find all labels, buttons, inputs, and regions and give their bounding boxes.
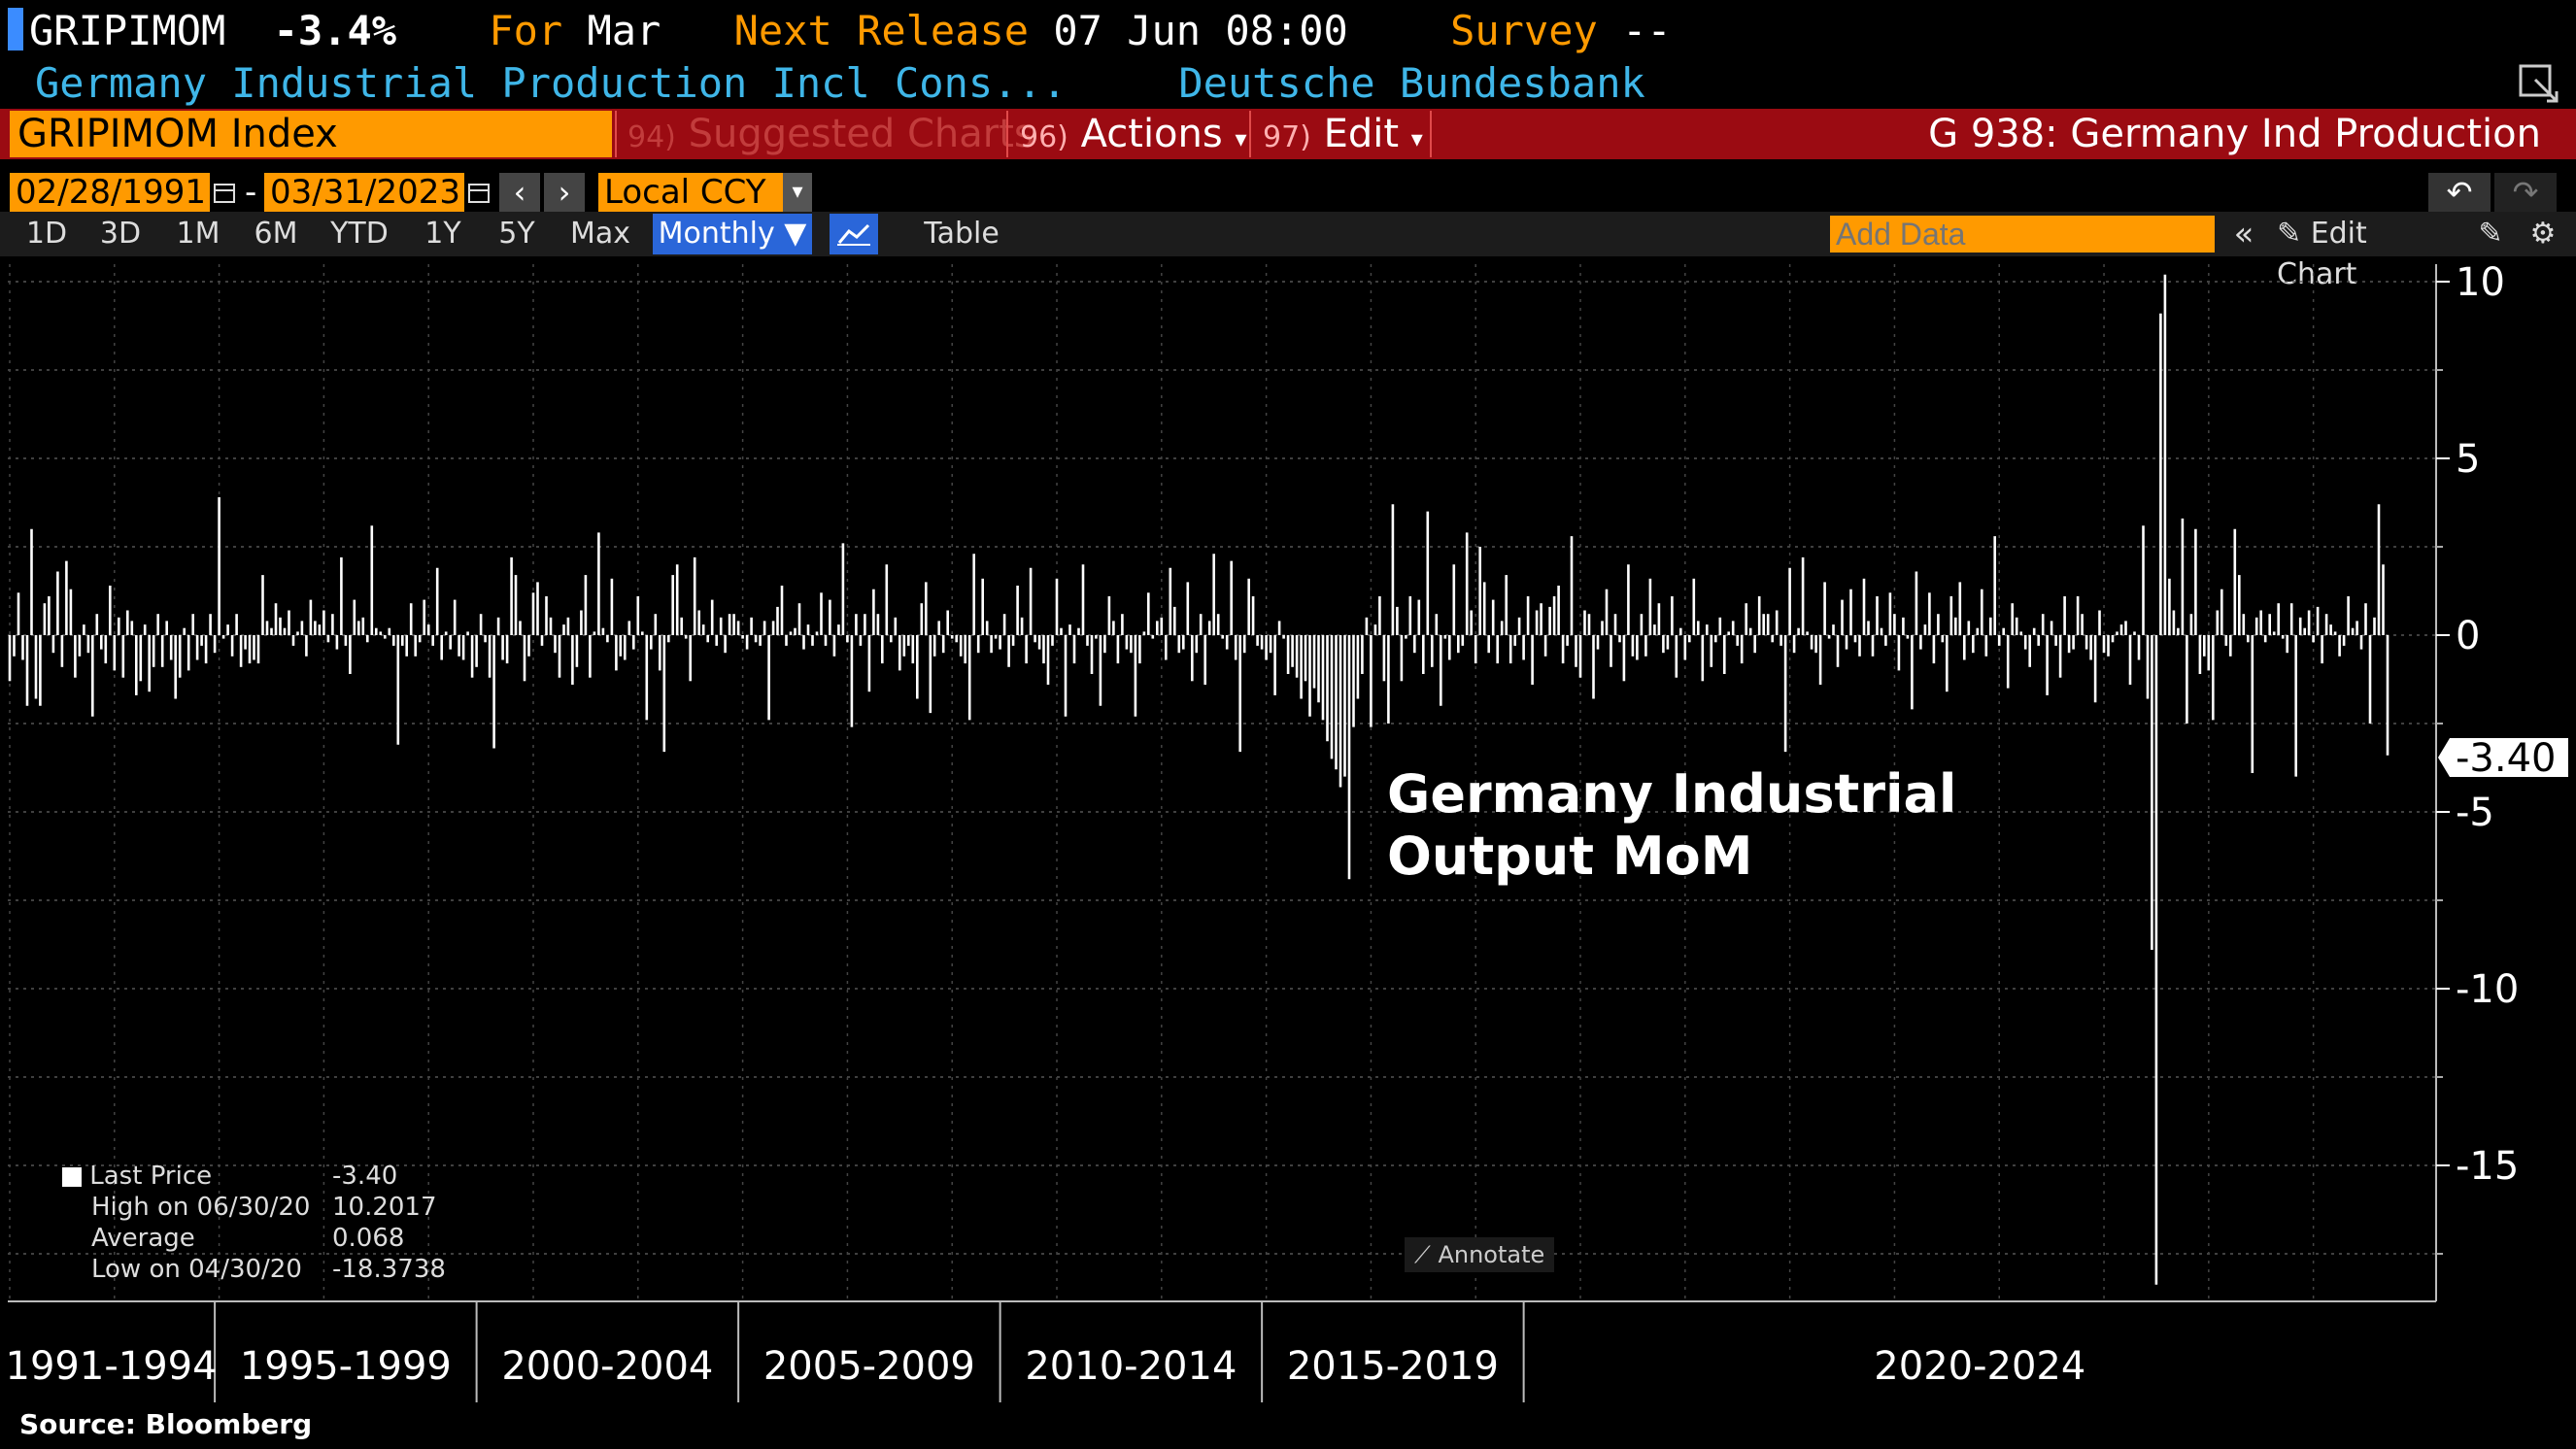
- change-value: -3.4%: [273, 7, 397, 54]
- calendar-icon[interactable]: [466, 175, 491, 210]
- survey-value: --: [1622, 7, 1672, 54]
- y-tick-label: 10: [2456, 260, 2505, 305]
- double-chevron-left-icon[interactable]: «: [2233, 215, 2254, 253]
- security-description-row: Germany Industrial Production Incl Cons.…: [35, 56, 1645, 111]
- ticker: GRIPIMOM: [29, 7, 226, 54]
- security-description: Germany Industrial Production Incl Cons.…: [35, 59, 1068, 107]
- table-button[interactable]: Table: [924, 217, 1000, 251]
- legend-average-value: 0.068: [332, 1224, 405, 1253]
- chart-bars: [8, 274, 2390, 1285]
- chevron-down-icon: ▾: [1235, 125, 1247, 152]
- toolbar-separator: [1249, 111, 1251, 157]
- period-6m[interactable]: 6M: [254, 217, 298, 251]
- x-period-label: 2020-2024: [1874, 1344, 2085, 1389]
- y-tick-label: -5: [2456, 791, 2494, 835]
- x-period-label: 2015-2019: [1287, 1344, 1499, 1389]
- period-max[interactable]: Max: [569, 217, 631, 251]
- chart-area: 10 5 0 -5 -10 -15 1991-1994 1995-1999 2000-2004…: [6, 260, 2568, 1402]
- period-1m[interactable]: 1M: [176, 217, 220, 251]
- y-axis: 10 5 0 -5 -10 -15: [2435, 260, 2519, 1301]
- y-tick-label: 0: [2456, 614, 2480, 658]
- x-period-label: 2005-2009: [763, 1344, 975, 1389]
- frequency-select[interactable]: Monthly ▼: [653, 214, 812, 254]
- last-value-tag: [2438, 738, 2568, 777]
- chevron-right-icon[interactable]: ›: [544, 173, 585, 212]
- period-1y[interactable]: 1Y: [424, 217, 461, 251]
- source-label: Source: Bloomberg: [19, 1408, 313, 1440]
- legend-last-value: -3.40: [332, 1162, 398, 1191]
- y-tick-label: -15: [2456, 1144, 2519, 1189]
- undo-icon[interactable]: ↶: [2428, 173, 2491, 212]
- legend-last: Last Price: [62, 1162, 212, 1191]
- edit-button[interactable]: 97) Edit ▾: [1263, 111, 1423, 157]
- y-tick-label: -10: [2456, 967, 2519, 1012]
- popout-icon-svg: [2519, 64, 2559, 103]
- actions-button[interactable]: 96) Actions ▾: [1020, 111, 1247, 157]
- chart-grid: [8, 264, 2436, 1301]
- line-chart-icon[interactable]: [830, 214, 878, 254]
- date-range-dash: -: [245, 173, 257, 212]
- currency-select[interactable]: Local CCY: [598, 173, 783, 212]
- period-1d[interactable]: 1D: [25, 217, 68, 251]
- legend-low-value: -18.3738: [332, 1255, 446, 1284]
- legend-swatch: [62, 1167, 82, 1187]
- last-value-marker: -3.40: [2438, 736, 2568, 781]
- legend-high-value: 10.2017: [332, 1193, 437, 1222]
- period-ytd[interactable]: YTD: [330, 217, 389, 251]
- source-organization: Deutsche Bundesbank: [1178, 59, 1645, 107]
- chevron-down-icon: ▾: [1410, 125, 1423, 152]
- gear-icon[interactable]: ⚙: [2529, 217, 2557, 251]
- edit-number: 97): [1263, 120, 1311, 154]
- calendar-icon[interactable]: [212, 175, 237, 210]
- edit-chart-button[interactable]: ✎ Edit Chart: [2277, 214, 2452, 291]
- pencil-icon: ⟋: [1414, 1241, 1431, 1268]
- toolbar-separator: [1006, 111, 1008, 157]
- index-field[interactable]: GRIPIMOM Index: [10, 111, 612, 157]
- x-period-label: 1995-1999: [240, 1344, 452, 1389]
- x-period-label: 1991-1994: [6, 1344, 218, 1389]
- edit-chart-label: Edit Chart: [2277, 217, 2367, 291]
- next-release-label: Next Release: [733, 7, 1030, 54]
- period-5y[interactable]: 5Y: [498, 217, 535, 251]
- popout-icon[interactable]: [2518, 60, 2560, 103]
- add-data-input[interactable]: [1830, 216, 2215, 253]
- period-3d[interactable]: 3D: [99, 217, 142, 251]
- redo-icon[interactable]: ↷: [2494, 173, 2557, 212]
- for-value: Mar: [587, 7, 661, 54]
- legend-low-label: Low on 04/30/20: [91, 1255, 302, 1284]
- chevron-left-icon[interactable]: ‹: [499, 173, 540, 212]
- suggested-charts-label: Suggested Charts: [688, 112, 1034, 156]
- suggested-charts-button[interactable]: 94) Suggested Charts: [627, 111, 1034, 157]
- x-period-label: 2000-2004: [501, 1344, 713, 1389]
- actions-number: 96): [1020, 120, 1068, 154]
- security-header: GRIPIMOM -3.4% For Mar Next Release 07 J…: [8, 4, 2572, 58]
- chart-title-line1: Germany Industrial: [1387, 763, 1956, 825]
- legend-average-label: Average: [91, 1224, 195, 1253]
- x-period-label: 2010-2014: [1025, 1344, 1237, 1389]
- for-label: For: [489, 7, 563, 54]
- edit-settings-icon[interactable]: ✎: [2478, 217, 2503, 251]
- ticker-marker: [8, 8, 23, 51]
- annotate-label: Annotate: [1438, 1241, 1545, 1268]
- x-axis: 1991-1994 1995-1999 2000-2004 2005-2009 2010…: [6, 1300, 2436, 1402]
- annotate-button[interactable]: ⟋ Annotate: [1405, 1237, 1555, 1272]
- suggested-charts-number: 94): [627, 120, 676, 154]
- chevron-down-icon[interactable]: ▾: [783, 173, 812, 212]
- end-date-field[interactable]: 03/31/2023: [264, 173, 464, 212]
- toolbar-separator: [615, 111, 617, 157]
- legend-last-label: Last Price: [89, 1162, 213, 1191]
- edit-label: Edit: [1323, 112, 1400, 156]
- legend-high-label: High on 06/30/20: [91, 1193, 311, 1222]
- next-release-value: 07 Jun 08:00: [1053, 7, 1348, 54]
- chart-title-label: G 938: Germany Ind Production: [1928, 112, 2541, 156]
- start-date-field[interactable]: 02/28/1991: [10, 173, 210, 212]
- last-value-label: -3.40: [2456, 736, 2557, 781]
- actions-label: Actions: [1080, 112, 1223, 156]
- chart-title-line2: Output MoM: [1387, 826, 1752, 887]
- y-tick-label: 5: [2456, 437, 2480, 482]
- pencil-icon: ✎: [2277, 217, 2302, 251]
- survey-label: Survey: [1450, 7, 1598, 54]
- toolbar-separator: [1430, 111, 1432, 157]
